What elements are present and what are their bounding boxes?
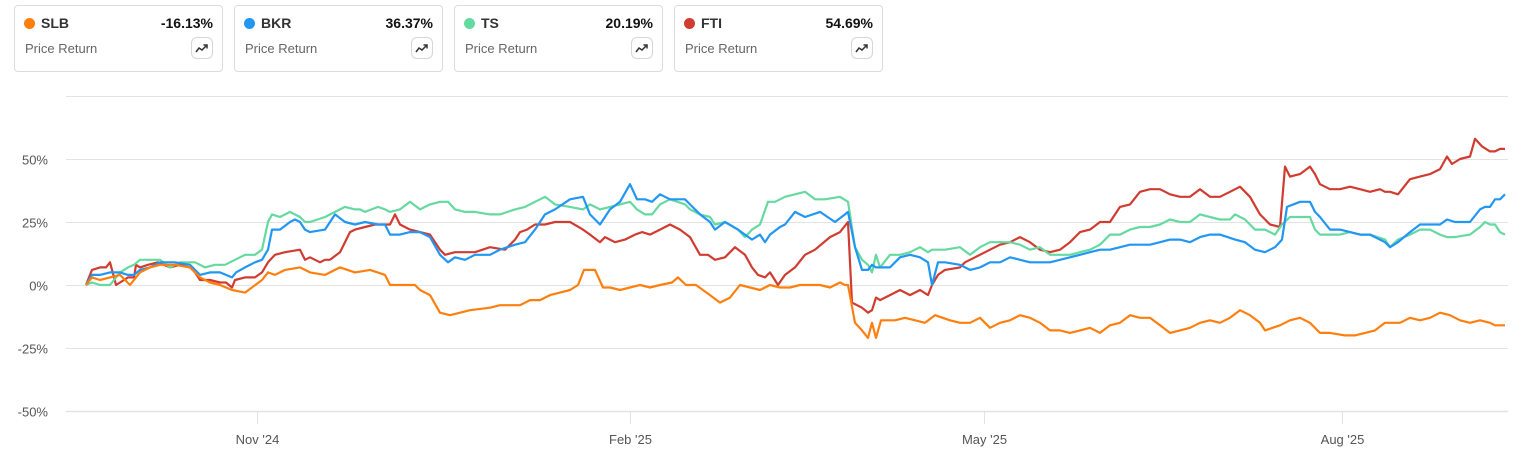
ticker-label: TS <box>481 15 499 31</box>
x-axis: Nov '24 Feb '25 May '25 Aug '25 <box>236 412 1365 447</box>
x-tick-label: Aug '25 <box>1321 432 1365 447</box>
return-value: 54.69% <box>825 15 873 31</box>
series-line-ts[interactable] <box>85 190 1506 287</box>
series-line-slb[interactable] <box>85 263 1505 339</box>
metric-label: Price Return <box>465 41 538 56</box>
trend-up-icon[interactable] <box>191 37 213 59</box>
ticker-label: BKR <box>261 15 292 31</box>
y-tick-label: -25% <box>18 342 49 357</box>
trend-up-icon[interactable] <box>411 37 433 59</box>
ticker-label: SLB <box>41 15 69 31</box>
y-axis-labels: 50% 25% 0% -25% -50% <box>18 153 49 420</box>
ticker-label: FTI <box>701 15 722 31</box>
trend-up-icon[interactable] <box>851 37 873 59</box>
metric-label: Price Return <box>685 41 758 56</box>
card-bkr[interactable]: BKR 36.37% Price Return <box>234 5 443 72</box>
return-value: 36.37% <box>385 15 433 31</box>
x-tick-label: Feb '25 <box>609 432 652 447</box>
card-ts[interactable]: TS 20.19% Price Return <box>454 5 663 72</box>
series-line-bkr[interactable] <box>85 183 1506 287</box>
y-tick-label: 25% <box>22 216 48 231</box>
y-tick-label: 50% <box>22 153 48 168</box>
series-color-dot <box>244 18 255 29</box>
series-color-dot <box>24 18 35 29</box>
return-value: -16.13% <box>160 15 213 31</box>
series-color-dot <box>684 18 695 29</box>
card-slb[interactable]: SLB -16.13% Price Return <box>14 5 223 72</box>
x-tick-label: Nov '24 <box>236 432 280 447</box>
metric-label: Price Return <box>245 41 318 56</box>
card-fti[interactable]: FTI 54.69% Price Return <box>674 5 883 72</box>
trend-up-icon[interactable] <box>631 37 653 59</box>
y-tick-label: -50% <box>18 405 49 420</box>
x-tick-label: May '25 <box>962 432 1007 447</box>
metric-label: Price Return <box>25 41 98 56</box>
legend-cards: SLB -16.13% Price Return BKR 36.37% Pric… <box>14 5 883 72</box>
series-lines <box>84 137 1506 339</box>
series-line-fti[interactable] <box>84 137 1505 314</box>
y-tick-label: 0% <box>29 279 48 294</box>
series-color-dot <box>464 18 475 29</box>
return-value: 20.19% <box>605 15 653 31</box>
